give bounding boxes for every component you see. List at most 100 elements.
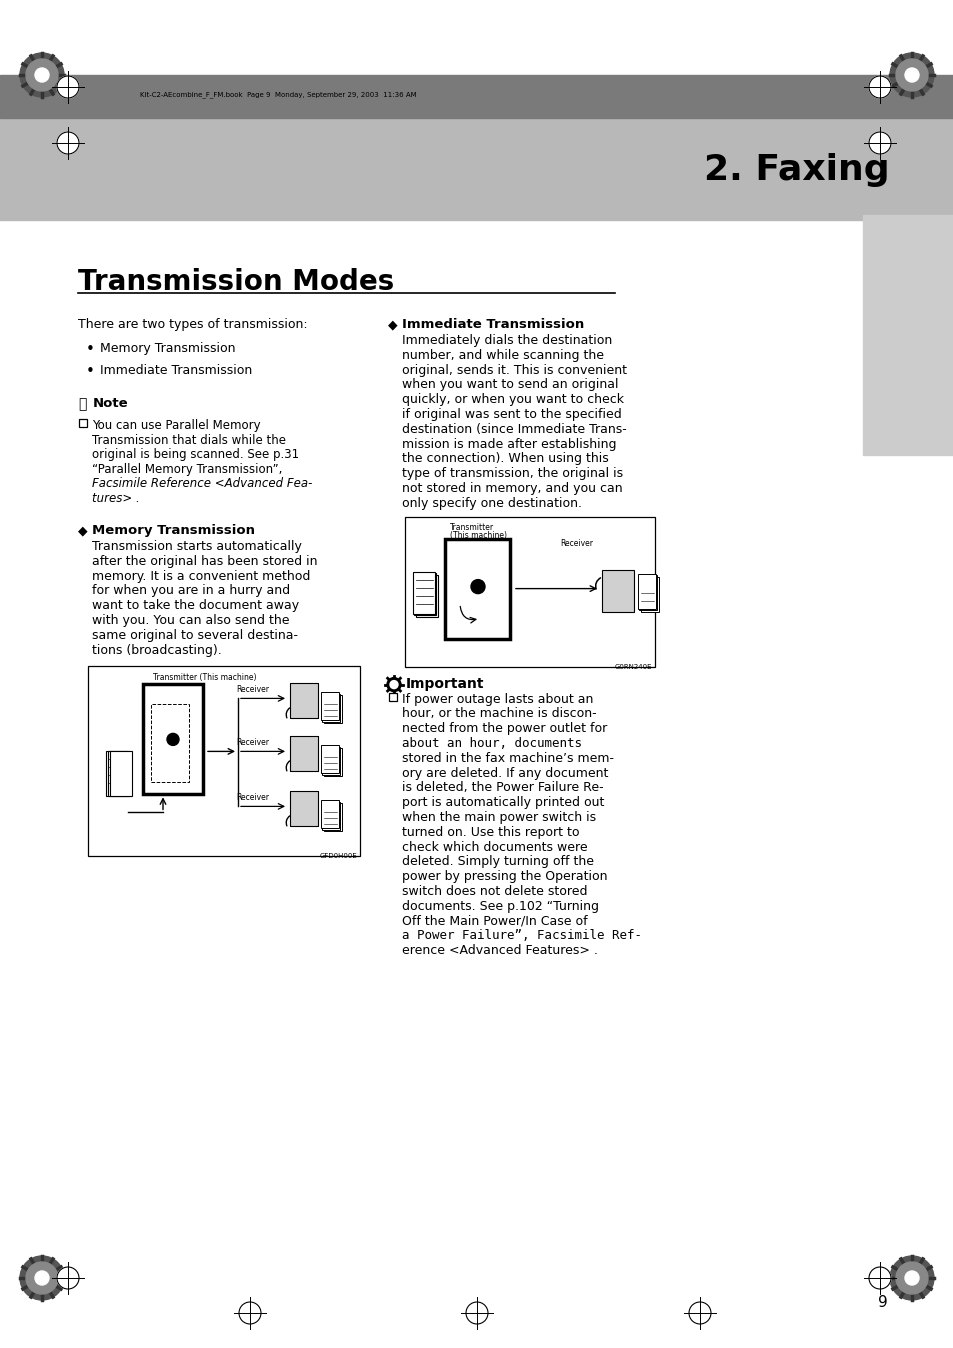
- Text: (This machine): (This machine): [450, 531, 506, 539]
- Bar: [290, 736, 317, 771]
- Text: deleted. Simply turning off the: deleted. Simply turning off the: [401, 856, 594, 868]
- Text: There are two types of transmission:: There are two types of transmission:: [78, 318, 307, 332]
- Text: Receiver: Receiver: [235, 685, 269, 694]
- Bar: [320, 745, 338, 774]
- Circle shape: [35, 67, 49, 82]
- Circle shape: [35, 1271, 49, 1285]
- Circle shape: [390, 681, 397, 689]
- Text: turned on. Use this report to: turned on. Use this report to: [401, 826, 578, 838]
- Circle shape: [868, 132, 890, 154]
- Circle shape: [239, 1302, 261, 1324]
- Text: memory. It is a convenient method: memory. It is a convenient method: [91, 570, 310, 582]
- Text: You can use Parallel Memory: You can use Parallel Memory: [91, 419, 260, 431]
- Bar: [413, 572, 435, 613]
- Bar: [106, 751, 128, 797]
- Circle shape: [20, 1256, 64, 1299]
- Text: Note: Note: [92, 398, 129, 410]
- Text: a Power Failure”, Facsimile Ref-: a Power Failure”, Facsimile Ref-: [401, 929, 641, 942]
- Circle shape: [895, 59, 927, 92]
- Text: Memory Transmission: Memory Transmission: [91, 524, 254, 537]
- Text: tions (broadcasting).: tions (broadcasting).: [91, 643, 221, 656]
- Circle shape: [57, 1267, 79, 1289]
- Bar: [324, 748, 341, 776]
- Bar: [862, 214, 953, 456]
- Text: •: •: [86, 342, 94, 357]
- Text: when the main power switch is: when the main power switch is: [401, 811, 596, 824]
- Bar: [389, 693, 396, 701]
- Text: If power outage lasts about an: If power outage lasts about an: [401, 693, 593, 705]
- Text: Immediately dials the destination: Immediately dials the destination: [401, 334, 612, 346]
- Circle shape: [57, 75, 79, 98]
- Text: Important: Important: [406, 677, 484, 690]
- Text: want to take the document away: want to take the document away: [91, 600, 299, 612]
- Bar: [110, 751, 132, 797]
- Text: Memory Transmission: Memory Transmission: [100, 342, 235, 355]
- Text: not stored in memory, and you can: not stored in memory, and you can: [401, 483, 622, 495]
- Circle shape: [20, 53, 64, 97]
- Text: original is being scanned. See p.31: original is being scanned. See p.31: [91, 448, 299, 461]
- Circle shape: [868, 1267, 890, 1289]
- Circle shape: [471, 580, 484, 593]
- Text: Transmitter (This machine): Transmitter (This machine): [152, 674, 256, 682]
- Bar: [108, 751, 130, 797]
- Text: only specify one destination.: only specify one destination.: [401, 497, 581, 510]
- Text: same original to several destina-: same original to several destina-: [91, 628, 297, 642]
- Text: Immediate Transmission: Immediate Transmission: [100, 364, 252, 377]
- Text: documents. See p.102 “Turning: documents. See p.102 “Turning: [401, 900, 598, 913]
- Bar: [638, 574, 656, 608]
- Text: type of transmission, the original is: type of transmission, the original is: [401, 468, 622, 480]
- Text: ◆: ◆: [388, 318, 397, 332]
- Circle shape: [889, 1256, 933, 1299]
- Circle shape: [688, 1302, 710, 1324]
- Text: 📝: 📝: [78, 398, 87, 411]
- Text: G0RN240E: G0RN240E: [614, 663, 651, 670]
- Bar: [601, 570, 634, 612]
- Text: after the original has been stored in: after the original has been stored in: [91, 555, 317, 568]
- Text: Receiver: Receiver: [235, 794, 269, 802]
- Text: for when you are in a hurry and: for when you are in a hurry and: [91, 585, 290, 597]
- Text: port is automatically printed out: port is automatically printed out: [401, 797, 604, 809]
- Bar: [320, 693, 338, 720]
- Text: about an hour, documents: about an hour, documents: [401, 737, 581, 749]
- Bar: [414, 573, 436, 615]
- Text: mission is made after establishing: mission is made after establishing: [401, 438, 616, 450]
- Text: “Parallel Memory Transmission”,: “Parallel Memory Transmission”,: [91, 462, 282, 476]
- Text: hour, or the machine is discon-: hour, or the machine is discon-: [401, 708, 596, 720]
- Text: ◆: ◆: [78, 524, 88, 537]
- Circle shape: [895, 1262, 927, 1294]
- Bar: [324, 696, 341, 724]
- Circle shape: [904, 67, 918, 82]
- Text: Receiver: Receiver: [559, 539, 593, 547]
- Bar: [416, 574, 437, 616]
- Circle shape: [889, 53, 933, 97]
- Text: 2. Faxing: 2. Faxing: [703, 154, 889, 187]
- Circle shape: [868, 75, 890, 98]
- Bar: [324, 803, 341, 832]
- Text: destination (since Immediate Trans-: destination (since Immediate Trans-: [401, 423, 626, 435]
- Text: Transmitter: Transmitter: [450, 523, 494, 531]
- Text: Transmission starts automatically: Transmission starts automatically: [91, 541, 301, 553]
- Text: Off the Main Power/In Case of: Off the Main Power/In Case of: [401, 914, 587, 927]
- Bar: [405, 516, 655, 667]
- Text: quickly, or when you want to check: quickly, or when you want to check: [401, 394, 623, 406]
- Text: GFD0H00E: GFD0H00E: [319, 853, 356, 860]
- Text: Facsimile Reference <Advanced Fea-: Facsimile Reference <Advanced Fea-: [91, 477, 312, 491]
- Text: with you. You can also send the: with you. You can also send the: [91, 613, 289, 627]
- Text: ory are deleted. If any document: ory are deleted. If any document: [401, 767, 608, 779]
- Circle shape: [167, 733, 179, 745]
- Bar: [79, 419, 87, 427]
- Bar: [320, 801, 338, 829]
- Bar: [151, 705, 189, 782]
- Bar: [322, 747, 340, 775]
- Text: power by pressing the Operation: power by pressing the Operation: [401, 871, 607, 883]
- Text: 9: 9: [877, 1295, 887, 1310]
- Bar: [290, 791, 317, 826]
- Bar: [0, 119, 953, 220]
- Bar: [639, 576, 657, 611]
- Text: original, sends it. This is convenient: original, sends it. This is convenient: [401, 364, 626, 376]
- Text: Receiver: Receiver: [235, 739, 269, 747]
- Circle shape: [26, 59, 58, 92]
- Text: Transmission that dials while the: Transmission that dials while the: [91, 434, 286, 446]
- Text: nected from the power outlet for: nected from the power outlet for: [401, 723, 607, 735]
- Bar: [322, 694, 340, 723]
